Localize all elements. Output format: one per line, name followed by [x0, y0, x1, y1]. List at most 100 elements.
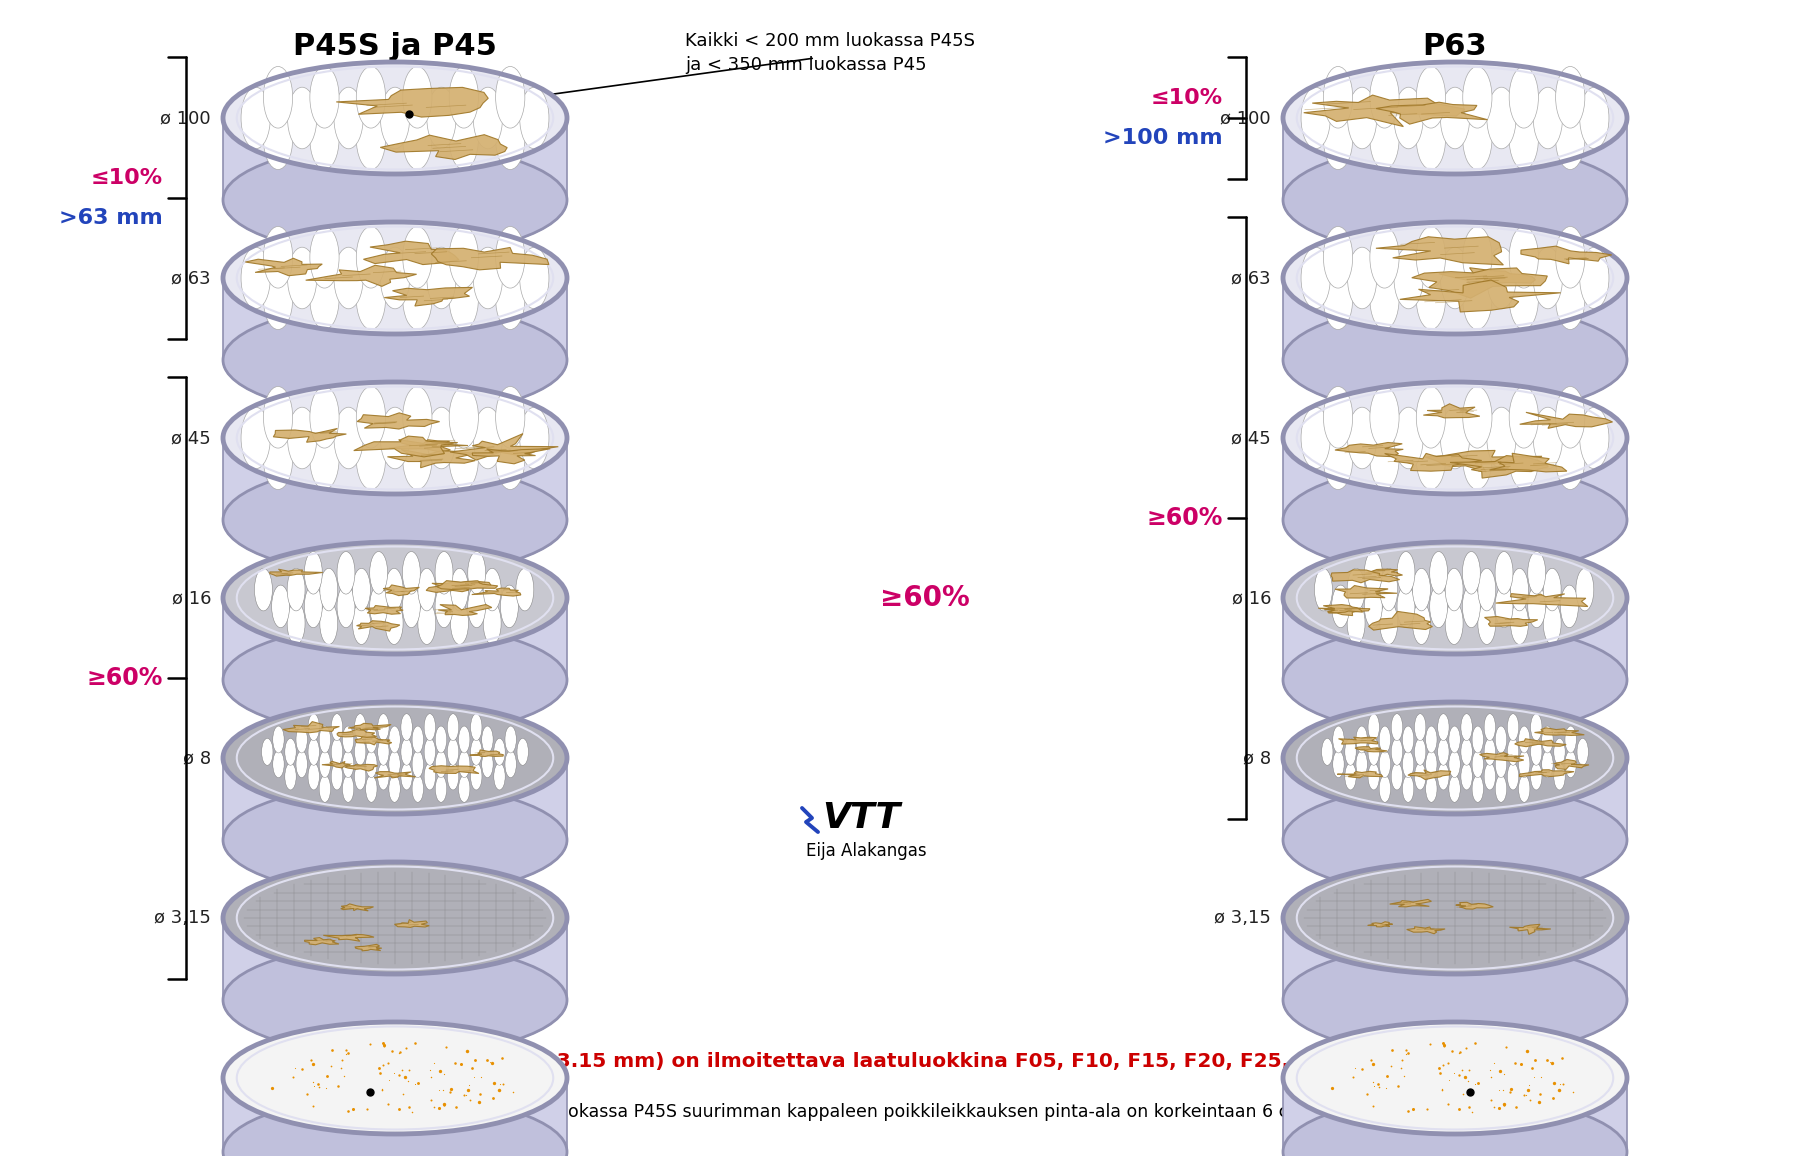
Ellipse shape	[262, 739, 273, 765]
Ellipse shape	[1534, 247, 1563, 309]
Ellipse shape	[304, 585, 322, 628]
Ellipse shape	[1416, 67, 1445, 128]
Ellipse shape	[1324, 227, 1353, 288]
Polygon shape	[273, 429, 346, 443]
Ellipse shape	[1518, 726, 1530, 753]
Polygon shape	[324, 934, 374, 941]
Polygon shape	[1407, 770, 1451, 779]
Text: ø 16: ø 16	[172, 590, 212, 607]
Ellipse shape	[1541, 726, 1554, 753]
Ellipse shape	[1283, 784, 1626, 896]
Ellipse shape	[1449, 750, 1460, 778]
Ellipse shape	[1416, 268, 1445, 329]
Ellipse shape	[284, 739, 297, 765]
Ellipse shape	[1565, 750, 1576, 778]
Ellipse shape	[389, 776, 400, 802]
Polygon shape	[364, 242, 459, 265]
Ellipse shape	[1415, 763, 1425, 790]
Ellipse shape	[449, 428, 478, 489]
Ellipse shape	[264, 428, 293, 489]
Ellipse shape	[1283, 1096, 1626, 1156]
Ellipse shape	[223, 1022, 566, 1134]
Polygon shape	[1411, 268, 1547, 298]
Ellipse shape	[1534, 407, 1563, 469]
Polygon shape	[1424, 403, 1480, 417]
Ellipse shape	[1380, 602, 1398, 645]
Ellipse shape	[309, 428, 338, 489]
Ellipse shape	[1391, 713, 1402, 741]
Text: ≥60%: ≥60%	[87, 666, 163, 690]
Ellipse shape	[318, 776, 331, 802]
Polygon shape	[1509, 925, 1550, 934]
Ellipse shape	[304, 551, 322, 594]
Ellipse shape	[223, 304, 566, 416]
Ellipse shape	[1283, 542, 1626, 654]
Polygon shape	[374, 771, 416, 778]
Text: Eija Alakangas: Eija Alakangas	[807, 842, 926, 860]
Ellipse shape	[342, 726, 355, 753]
Ellipse shape	[436, 750, 447, 778]
Polygon shape	[365, 606, 403, 614]
Ellipse shape	[1397, 551, 1415, 594]
Text: ≥60%: ≥60%	[881, 584, 970, 612]
Ellipse shape	[450, 569, 469, 610]
Ellipse shape	[1543, 569, 1561, 610]
Text: ø 45: ø 45	[172, 429, 212, 447]
Ellipse shape	[318, 726, 331, 753]
Ellipse shape	[1348, 247, 1377, 309]
Ellipse shape	[1369, 428, 1398, 489]
Ellipse shape	[481, 750, 494, 778]
Ellipse shape	[436, 776, 447, 802]
Ellipse shape	[309, 108, 338, 170]
Ellipse shape	[1509, 108, 1538, 170]
Ellipse shape	[1509, 428, 1538, 489]
Ellipse shape	[1483, 713, 1496, 741]
Ellipse shape	[519, 87, 548, 149]
Ellipse shape	[1554, 739, 1565, 765]
Ellipse shape	[1463, 386, 1492, 449]
Ellipse shape	[308, 763, 320, 790]
Ellipse shape	[1507, 763, 1520, 790]
Ellipse shape	[447, 763, 459, 790]
Text: Kaikki < 350 mm: Kaikki < 350 mm	[1371, 68, 1539, 87]
Ellipse shape	[450, 602, 469, 645]
Ellipse shape	[309, 268, 338, 329]
Ellipse shape	[1429, 551, 1447, 594]
Ellipse shape	[1357, 750, 1368, 778]
Ellipse shape	[1324, 268, 1353, 329]
Polygon shape	[1377, 102, 1487, 124]
Ellipse shape	[483, 569, 501, 610]
Ellipse shape	[1283, 144, 1626, 255]
Polygon shape	[322, 762, 351, 768]
Ellipse shape	[402, 763, 412, 790]
Ellipse shape	[1391, 763, 1402, 790]
Ellipse shape	[223, 464, 566, 576]
Ellipse shape	[418, 602, 436, 645]
Ellipse shape	[223, 542, 566, 654]
Ellipse shape	[380, 407, 409, 469]
Ellipse shape	[273, 750, 284, 778]
Polygon shape	[223, 438, 566, 576]
Ellipse shape	[320, 569, 338, 610]
Ellipse shape	[378, 739, 389, 765]
Ellipse shape	[1530, 713, 1541, 741]
Polygon shape	[1514, 739, 1567, 747]
Polygon shape	[436, 580, 497, 590]
Ellipse shape	[1283, 862, 1626, 975]
Ellipse shape	[1378, 776, 1391, 802]
Ellipse shape	[1511, 569, 1529, 610]
Ellipse shape	[474, 247, 503, 309]
Text: ≤10%: ≤10%	[1151, 88, 1223, 108]
Ellipse shape	[378, 763, 389, 790]
Ellipse shape	[1463, 67, 1492, 128]
Ellipse shape	[342, 776, 355, 802]
Text: >100 mm: >100 mm	[1103, 128, 1223, 148]
Ellipse shape	[1283, 381, 1626, 494]
Ellipse shape	[1324, 428, 1353, 489]
Ellipse shape	[470, 713, 481, 741]
Polygon shape	[1368, 921, 1393, 927]
Ellipse shape	[320, 602, 338, 645]
Polygon shape	[1283, 1079, 1626, 1156]
Ellipse shape	[1344, 739, 1357, 765]
Ellipse shape	[1463, 108, 1492, 170]
